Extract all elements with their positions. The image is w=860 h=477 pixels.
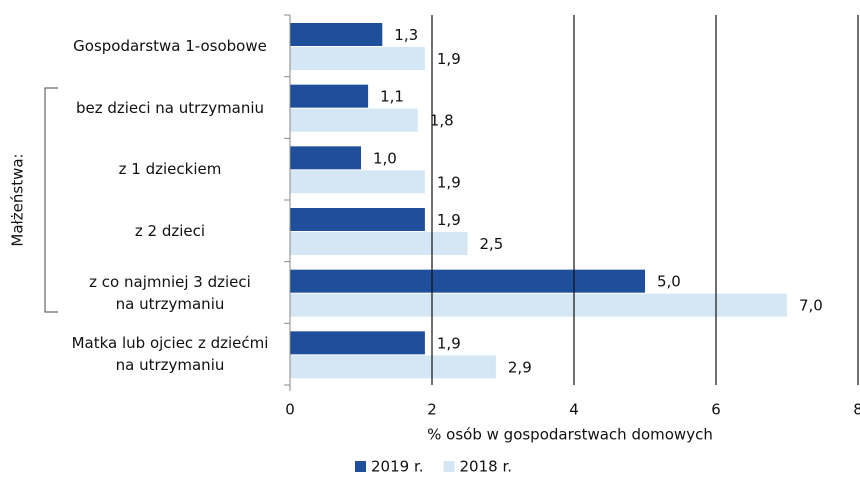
bar bbox=[290, 146, 361, 170]
group-bracket bbox=[44, 87, 58, 313]
bar bbox=[290, 293, 787, 317]
bar bbox=[290, 23, 383, 46]
value-label: 5,0 bbox=[657, 273, 681, 291]
category-label: bez dzieci na utrzymaniu bbox=[75, 98, 265, 117]
category-label: Matka lub ojciec z dziećmi na utrzymaniu bbox=[71, 334, 269, 375]
legend-swatch bbox=[443, 461, 455, 472]
value-label: 1,9 bbox=[437, 211, 461, 229]
legend-label: 2019 r. bbox=[371, 458, 424, 476]
value-label: 1,9 bbox=[437, 50, 461, 68]
bar bbox=[290, 208, 425, 231]
value-label: 2,5 bbox=[480, 235, 504, 253]
value-label: 7,0 bbox=[799, 297, 823, 315]
bar bbox=[290, 331, 425, 355]
x-tick-label: 0 bbox=[285, 401, 295, 419]
category-label: z co najmniej 3 dzieci na utrzymaniu bbox=[89, 272, 251, 313]
bar bbox=[290, 232, 468, 255]
bar bbox=[290, 84, 369, 108]
category-label: Gospodarstwa 1-osobowe bbox=[73, 36, 267, 55]
x-axis-title: % osób w gospodarstwach domowych bbox=[427, 426, 713, 444]
x-tick-label: 6 bbox=[711, 401, 721, 419]
bar bbox=[290, 269, 645, 293]
value-label: 1,9 bbox=[437, 334, 461, 352]
value-label: 1,1 bbox=[380, 88, 404, 106]
legend-label: 2018 r. bbox=[460, 458, 513, 476]
x-tick-label: 2 bbox=[427, 401, 437, 419]
value-label: 1,3 bbox=[394, 26, 418, 44]
value-label: 1,8 bbox=[430, 112, 454, 130]
x-tick-label: 4 bbox=[569, 401, 579, 419]
bar bbox=[290, 170, 425, 194]
group-label: Małżeństwa: bbox=[9, 153, 27, 246]
category-label: z 2 dzieci bbox=[134, 221, 206, 240]
value-label: 2,9 bbox=[508, 358, 532, 376]
legend-swatch bbox=[355, 461, 366, 472]
bar bbox=[290, 47, 425, 70]
bar bbox=[290, 355, 496, 379]
value-label: 1,0 bbox=[373, 149, 397, 167]
category-label: z 1 dzieckiem bbox=[118, 160, 222, 179]
bar bbox=[290, 108, 418, 132]
value-label: 1,9 bbox=[437, 173, 461, 191]
x-tick-label: 8 bbox=[853, 401, 860, 419]
